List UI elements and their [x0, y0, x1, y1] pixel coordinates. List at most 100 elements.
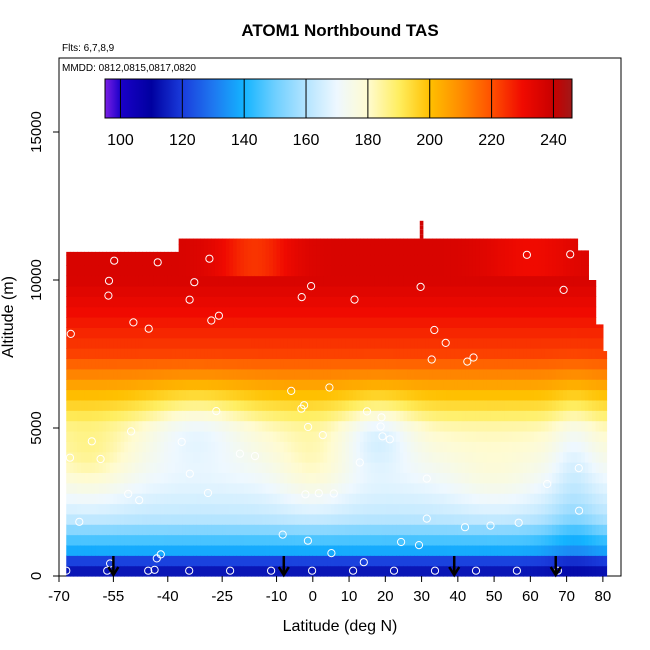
heatmap-cell — [280, 472, 285, 484]
heatmap-cell — [305, 503, 310, 515]
heatmap-cell — [523, 482, 528, 494]
heatmap-cell — [490, 534, 495, 546]
heatmap-cell — [204, 327, 209, 339]
heatmap-cell — [497, 493, 502, 505]
heatmap-cell — [573, 327, 579, 339]
heatmap-cell — [490, 348, 495, 360]
heatmap-cell — [334, 410, 339, 422]
heatmap-cell — [501, 379, 506, 391]
heatmap-cell — [156, 389, 162, 401]
heatmap-cell — [378, 410, 383, 422]
heatmap-cell — [566, 503, 571, 515]
heatmap-cell — [573, 544, 579, 556]
heatmap-cell — [461, 358, 466, 370]
heatmap-cell — [475, 358, 481, 370]
heatmap-cell — [566, 358, 571, 370]
heatmap-cell — [185, 306, 191, 318]
heatmap-cell — [356, 555, 361, 567]
heatmap-cell — [320, 524, 325, 536]
heatmap-cell — [341, 555, 347, 567]
heatmap-cell — [312, 524, 318, 536]
heatmap-cell — [584, 285, 589, 297]
heatmap-cell — [559, 524, 564, 536]
heatmap-cell — [142, 524, 147, 536]
heatmap-cell — [135, 337, 140, 349]
heatmap-cell — [443, 524, 448, 536]
heatmap-cell — [472, 265, 477, 277]
heatmap-cell — [185, 296, 191, 308]
heatmap-cell — [66, 275, 71, 287]
heatmap-cell — [363, 358, 368, 370]
heatmap-cell — [80, 524, 85, 536]
heatmap-cell — [98, 513, 104, 525]
heatmap-cell — [117, 306, 122, 318]
heatmap-cell — [305, 368, 310, 380]
heatmap-cell — [367, 296, 372, 308]
heatmap-cell — [457, 534, 463, 546]
heatmap-cell — [131, 482, 136, 494]
heatmap-cell — [526, 410, 531, 422]
heatmap-cell — [214, 238, 220, 246]
heatmap-cell — [439, 254, 444, 266]
heatmap-cell — [102, 348, 107, 360]
heatmap-cell — [185, 503, 191, 515]
heatmap-cell — [196, 379, 202, 391]
heatmap-cell — [330, 399, 336, 411]
heatmap-cell — [443, 555, 448, 567]
heatmap-cell — [323, 306, 328, 318]
heatmap-cell — [73, 524, 78, 536]
heatmap-cell — [109, 513, 114, 525]
heatmap-cell — [381, 462, 386, 473]
heatmap-cell — [84, 493, 89, 505]
heatmap-cell — [573, 451, 579, 463]
heatmap-cell — [562, 399, 568, 411]
heatmap-cell — [214, 244, 220, 256]
heatmap-cell — [167, 368, 172, 380]
heatmap-cell — [457, 472, 463, 484]
heatmap-cell — [98, 399, 104, 411]
heatmap-cell — [225, 555, 231, 567]
heatmap-cell — [164, 296, 169, 308]
heatmap-cell — [428, 254, 434, 266]
heatmap-cell — [388, 524, 394, 536]
heatmap-cell — [446, 368, 452, 380]
heatmap-cell — [229, 565, 234, 577]
heatmap-cell — [153, 251, 158, 256]
heatmap-cell — [222, 493, 227, 505]
heatmap-cell — [421, 327, 426, 339]
heatmap-cell — [95, 503, 100, 515]
heatmap-cell — [479, 430, 484, 442]
heatmap-cell — [577, 254, 582, 266]
heatmap-cell — [138, 389, 143, 401]
heatmap-cell — [138, 348, 143, 360]
heatmap-cell — [262, 555, 267, 567]
heatmap-cell — [544, 399, 550, 411]
heatmap-cell — [414, 379, 419, 391]
heatmap-cell — [461, 544, 466, 556]
heatmap-cell — [80, 410, 85, 422]
heatmap-cell — [211, 306, 216, 318]
heatmap-cell — [138, 544, 143, 556]
heatmap-cell — [236, 534, 241, 546]
heatmap-cell — [483, 420, 488, 432]
heatmap-cell — [533, 238, 539, 246]
heatmap-cell — [305, 451, 310, 463]
heatmap-cell — [207, 534, 212, 546]
heatmap-cell — [370, 244, 376, 256]
heatmap-cell — [120, 251, 125, 256]
heatmap-cell — [102, 358, 107, 370]
heatmap-cell — [80, 472, 85, 484]
heatmap-cell — [523, 368, 528, 380]
heatmap-cell — [272, 389, 278, 401]
heatmap-cell — [581, 430, 586, 442]
heatmap-cell — [349, 399, 354, 411]
heatmap-cell — [385, 306, 390, 318]
heatmap-cell — [573, 555, 579, 567]
heatmap-cell — [436, 544, 441, 556]
heatmap-cell — [229, 337, 234, 349]
heatmap-cell — [454, 420, 459, 432]
heatmap-cell — [359, 317, 365, 328]
heatmap-cell — [352, 524, 357, 536]
heatmap-cell — [218, 368, 223, 380]
heatmap-cell — [88, 358, 93, 370]
